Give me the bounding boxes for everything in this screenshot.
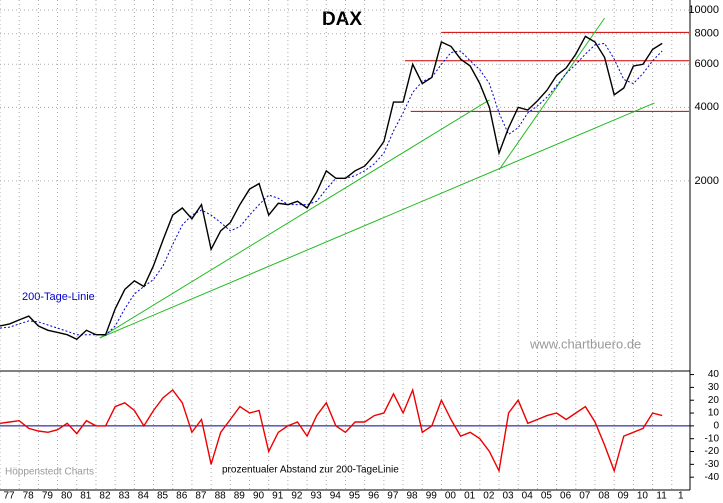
x-tick-label: 95 xyxy=(349,491,361,502)
x-tick-label: 99 xyxy=(426,491,438,502)
x-tick-label: 77 xyxy=(3,491,15,502)
x-tick-label: 80 xyxy=(61,491,73,502)
y-tick-label: 2000 xyxy=(695,175,719,187)
y-tick-label: 20 xyxy=(708,395,720,406)
x-tick-label: 01 xyxy=(464,491,476,502)
x-tick-label: 92 xyxy=(291,491,303,502)
x-tick-label: 85 xyxy=(157,491,169,502)
y-tick-label: -10 xyxy=(705,433,720,444)
legend-label: 200-Tage-Linie xyxy=(22,291,95,303)
x-tick-label: 10 xyxy=(637,491,649,502)
x-tick-label: 88 xyxy=(215,491,227,502)
series-line xyxy=(0,42,663,336)
x-tick-label: 84 xyxy=(138,491,150,502)
y-tick-label: 10 xyxy=(708,408,720,419)
x-tick-label: 07 xyxy=(579,491,591,502)
x-tick-label: 91 xyxy=(272,491,284,502)
y-tick-label: -30 xyxy=(705,459,720,470)
y-tick-label: -20 xyxy=(705,446,720,457)
x-tick-label: 09 xyxy=(618,491,630,502)
x-tick-label: 00 xyxy=(445,491,457,502)
y-tick-label: 4000 xyxy=(695,101,719,113)
x-tick-label: 1 xyxy=(678,491,684,502)
x-tick-label: 08 xyxy=(598,491,610,502)
y-tick-label: -40 xyxy=(705,472,720,483)
x-tick-label: 94 xyxy=(330,491,342,502)
y-tick-label: 10000 xyxy=(688,4,719,16)
x-tick-label: 96 xyxy=(368,491,380,502)
series-line xyxy=(0,35,663,341)
watermark: www.chartbuero.de xyxy=(529,336,641,351)
y-tick-label: 0 xyxy=(713,421,719,432)
source: Höppenstedt Charts xyxy=(5,467,94,478)
panel-title: prozentualer Abstand zur 200-TageLinie xyxy=(222,465,399,476)
series-line xyxy=(0,387,663,474)
x-tick-label: 05 xyxy=(541,491,553,502)
y-tick-label: 40 xyxy=(708,369,720,380)
x-tick-label: 93 xyxy=(311,491,323,502)
x-tick-label: 11 xyxy=(656,491,667,502)
x-tick-label: 90 xyxy=(253,491,265,502)
x-tick-label: 79 xyxy=(42,491,54,502)
trend-line xyxy=(99,102,655,339)
y-tick-label: 6000 xyxy=(695,58,719,70)
x-tick-label: 97 xyxy=(387,491,399,502)
x-tick-label: 03 xyxy=(502,491,514,502)
y-tick-label: 8000 xyxy=(695,28,719,40)
x-tick-label: 82 xyxy=(99,491,111,502)
trend-line xyxy=(99,99,490,339)
x-tick-label: 02 xyxy=(483,491,495,502)
x-tick-label: 98 xyxy=(406,491,418,502)
x-tick-label: 87 xyxy=(195,491,207,502)
x-tick-label: 78 xyxy=(23,491,35,502)
x-tick-label: 04 xyxy=(522,491,534,502)
x-tick-label: 83 xyxy=(119,491,131,502)
x-tick-label: 86 xyxy=(176,491,188,502)
trend-line xyxy=(498,17,606,171)
x-tick-label: 81 xyxy=(80,491,92,502)
x-tick-label: 06 xyxy=(560,491,572,502)
chart-title: DAX xyxy=(322,9,362,30)
x-tick-label: 89 xyxy=(234,491,246,502)
y-tick-label: 30 xyxy=(708,382,720,393)
